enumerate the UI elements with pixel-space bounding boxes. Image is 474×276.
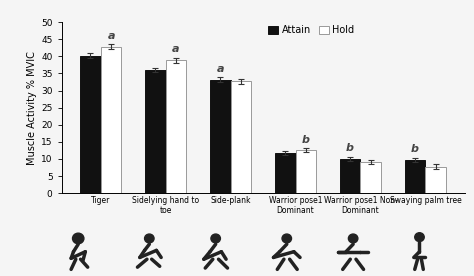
Text: a: a xyxy=(217,64,224,74)
Bar xyxy=(296,150,316,193)
Circle shape xyxy=(145,234,154,243)
Circle shape xyxy=(211,234,220,243)
Bar xyxy=(165,60,186,193)
Circle shape xyxy=(282,234,292,243)
Text: b: b xyxy=(411,144,419,154)
Text: a: a xyxy=(172,44,180,54)
Bar xyxy=(405,160,426,193)
Circle shape xyxy=(348,234,358,243)
Circle shape xyxy=(415,233,424,242)
Bar xyxy=(426,166,446,193)
Bar xyxy=(145,70,165,193)
Bar xyxy=(100,47,121,193)
Text: b: b xyxy=(346,143,354,153)
Y-axis label: Muscle Activity % MVIC: Muscle Activity % MVIC xyxy=(27,51,37,164)
Bar xyxy=(275,153,296,193)
Bar xyxy=(210,79,230,193)
Text: b: b xyxy=(302,135,310,145)
Circle shape xyxy=(73,233,84,244)
Bar xyxy=(80,56,100,193)
Text: a: a xyxy=(107,31,115,41)
Bar xyxy=(230,81,251,193)
Bar xyxy=(340,159,361,193)
Legend: Attain, Hold: Attain, Hold xyxy=(266,23,356,38)
Bar xyxy=(361,162,381,193)
